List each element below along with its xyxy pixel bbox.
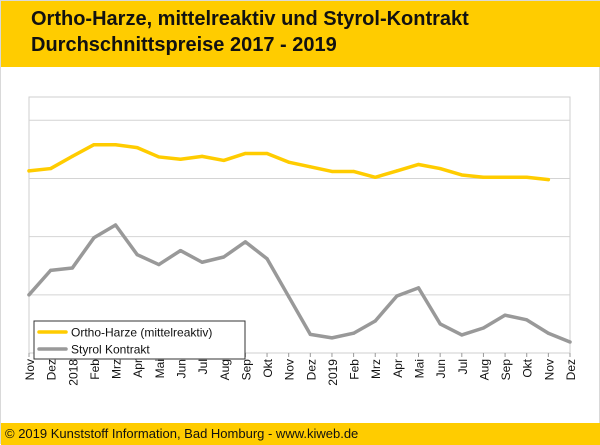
data-point-s2 xyxy=(265,257,269,261)
data-point-s1 xyxy=(546,178,550,182)
data-point-s2 xyxy=(113,223,118,227)
legend-label-2: Styrol Kontrakt xyxy=(71,343,150,357)
data-point-s2 xyxy=(222,255,226,259)
data-point-s1 xyxy=(135,146,139,150)
x-tick-label: Sep xyxy=(499,359,513,381)
data-point-s1 xyxy=(460,173,464,177)
data-point-s2 xyxy=(568,340,572,344)
data-point-s1 xyxy=(481,175,486,179)
data-point-s1 xyxy=(525,175,529,179)
x-tick-label: Jun xyxy=(174,359,188,378)
data-point-s2 xyxy=(49,268,53,272)
x-tick-label: Okt xyxy=(521,358,535,377)
data-point-s1 xyxy=(395,169,399,173)
x-tick-label: Mai xyxy=(413,359,427,378)
data-point-s1 xyxy=(308,165,312,169)
x-tick-label: Feb xyxy=(348,359,362,380)
x-tick-label: 2018 xyxy=(66,359,80,386)
data-point-s2 xyxy=(243,240,247,244)
data-point-s2 xyxy=(157,262,161,267)
x-tick-label: Mai xyxy=(153,359,167,378)
data-point-s1 xyxy=(352,169,356,174)
data-point-s1 xyxy=(287,160,291,164)
data-point-s2 xyxy=(373,319,377,323)
series-line-2 xyxy=(27,223,572,344)
legend-box xyxy=(33,320,246,360)
data-point-s1 xyxy=(373,175,377,179)
data-point-s2 xyxy=(546,331,550,335)
data-point-s1 xyxy=(113,143,118,147)
x-tick-label: Sep xyxy=(239,359,253,381)
data-point-s2 xyxy=(308,332,312,336)
plot-area xyxy=(28,96,571,354)
data-point-s1 xyxy=(157,155,161,159)
copyright-text: © 2019 Kunststoff Information, Bad Hombu… xyxy=(5,426,359,441)
data-point-s2 xyxy=(438,322,442,326)
data-point-s2 xyxy=(330,336,334,340)
data-point-s2 xyxy=(92,236,96,240)
data-point-s1 xyxy=(178,157,183,161)
x-tick-label: 2019 xyxy=(326,359,340,386)
x-tick-label: Feb xyxy=(88,359,102,380)
data-point-s2 xyxy=(503,313,507,317)
data-point-s1 xyxy=(49,166,53,171)
chart-title-line2: Durchschnittspreise 2017 - 2019 xyxy=(31,34,337,56)
x-tick-label: Aug xyxy=(218,359,232,380)
x-tick-label: Nov xyxy=(23,359,37,380)
data-point-s1 xyxy=(243,151,247,156)
data-point-s2 xyxy=(460,333,464,337)
data-point-s2 xyxy=(200,260,204,264)
x-tick-label: Jul xyxy=(456,359,470,374)
x-tick-label: Dez xyxy=(304,359,318,380)
data-point-s2 xyxy=(352,331,356,335)
x-axis-ticks: Nov Dez 2018 Feb Mrz Apr Mai Jun Jul Aug Sep Okt Nov… xyxy=(23,353,578,386)
data-point-s1 xyxy=(27,169,31,173)
chart-title-line1: Ortho-Harze, mittelreaktiv und Styrol-Ko… xyxy=(31,8,469,30)
data-point-s2 xyxy=(395,294,399,298)
x-tick-label: Nov xyxy=(542,359,556,380)
data-point-s1 xyxy=(265,151,269,156)
title-banner: Ortho-Harze, mittelreaktiv und Styrol-Ko… xyxy=(1,1,600,67)
legend-label-1: Ortho-Harze (mittelreaktiv) xyxy=(71,326,212,340)
x-tick-label: Apr xyxy=(391,359,405,378)
data-point-s1 xyxy=(222,158,226,163)
data-point-s1 xyxy=(92,143,96,147)
data-point-s1 xyxy=(200,154,204,158)
footer-bar: © 2019 Kunststoff Information, Bad Hombu… xyxy=(1,423,600,445)
data-point-s2 xyxy=(287,294,291,299)
series-lines xyxy=(27,142,572,344)
x-tick-label: Jul xyxy=(196,359,210,374)
data-point-s2 xyxy=(135,253,139,257)
data-point-s2 xyxy=(178,249,183,253)
data-point-s2 xyxy=(525,318,529,322)
data-point-s1 xyxy=(503,175,507,179)
data-point-s2 xyxy=(27,293,31,297)
x-tick-label: Jun xyxy=(434,359,448,378)
x-tick-label: Okt xyxy=(261,358,275,377)
x-tick-label: Apr xyxy=(131,359,145,378)
x-tick-label: Mrz xyxy=(110,359,124,379)
x-tick-label: Mrz xyxy=(369,359,383,379)
data-point-s1 xyxy=(70,154,74,158)
data-point-s2 xyxy=(481,326,486,330)
data-point-s1 xyxy=(438,166,442,171)
data-point-s2 xyxy=(416,286,421,290)
data-point-s2 xyxy=(70,266,74,270)
data-point-s1 xyxy=(330,169,334,174)
x-tick-label: Aug xyxy=(477,359,491,380)
x-tick-label: Nov xyxy=(283,359,297,380)
data-point-s1 xyxy=(416,162,421,167)
x-tick-label: Dez xyxy=(45,359,59,380)
legend: Ortho-Harze (mittelreaktiv) Styrol Kontra… xyxy=(33,320,246,360)
x-tick-label: Dez xyxy=(564,359,578,380)
